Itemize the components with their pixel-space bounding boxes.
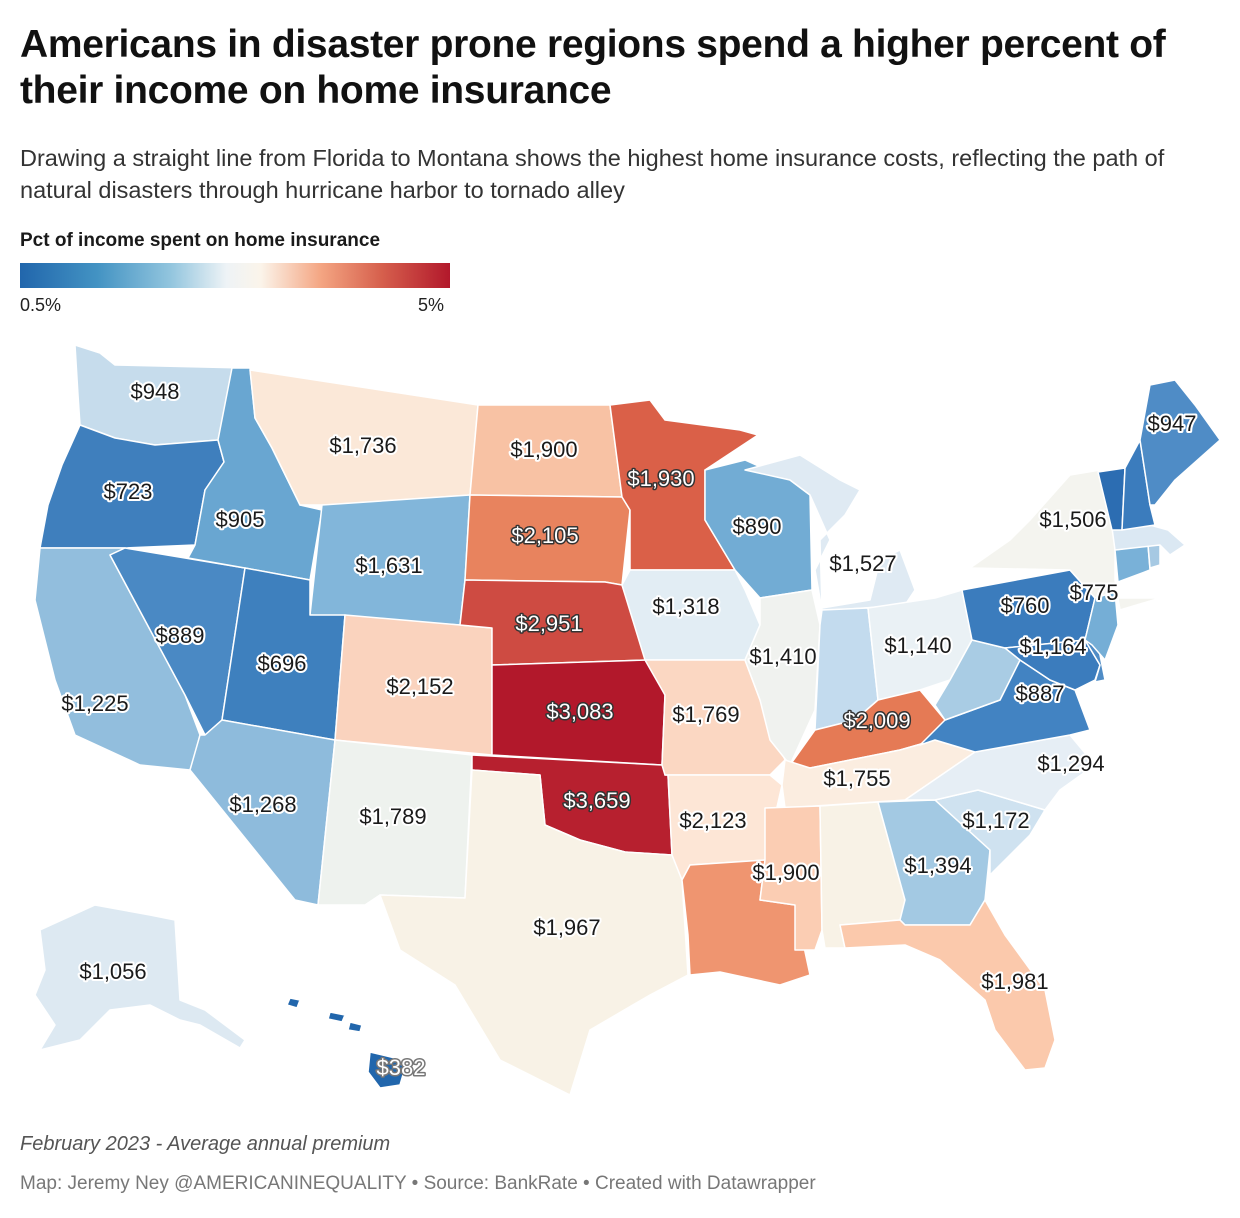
state-label-mt: $1,736: [329, 433, 396, 458]
state-mi[interactable]: [744, 454, 916, 611]
state-label-md: $1,164: [1019, 634, 1086, 659]
state-label-hi: $382: [377, 1055, 426, 1080]
state-label-sc: $1,172: [962, 808, 1029, 833]
state-label-wy: $1,631: [355, 553, 422, 578]
state-label-nc: $1,294: [1037, 751, 1104, 776]
state-label-tx: $1,967: [533, 915, 600, 940]
state-label-co: $2,152: [386, 674, 453, 699]
state-label-wi: $890: [733, 514, 782, 539]
legend-max-label: 5%: [418, 295, 445, 315]
state-label-wa: $948: [131, 379, 180, 404]
state-fl[interactable]: [839, 899, 1056, 1071]
legend-color-scale: [20, 263, 450, 288]
state-label-la: $1,900: [752, 860, 819, 885]
state-label-ky: $2,009: [843, 708, 910, 733]
state-label-fl: $1,981: [981, 969, 1048, 994]
state-label-ms: $1,900: [752, 860, 819, 885]
state-label-ga: $1,394: [904, 853, 971, 878]
state-me[interactable]: [1139, 379, 1221, 506]
state-label-nv: $889: [156, 623, 205, 648]
state-label-az: $1,268: [229, 792, 296, 817]
state-ri[interactable]: [1147, 544, 1161, 569]
state-ak[interactable]: [34, 904, 246, 1051]
state-label-id: $905: [216, 507, 265, 532]
state-nh[interactable]: [1121, 439, 1156, 531]
state-label-or: $723: [104, 479, 153, 504]
us-choropleth-map: $948 $723 $1,225 $889 $905 $1,736 $1,631 $696 $1…: [34, 344, 1221, 1096]
state-label-nj: $775: [1070, 580, 1119, 605]
state-il[interactable]: [744, 589, 821, 766]
state-tx[interactable]: [379, 769, 689, 1096]
state-label-il: $1,410: [749, 644, 816, 669]
state-ny[interactable]: [969, 469, 1161, 611]
chart-subtitle: Drawing a straight line from Florida to …: [20, 145, 1165, 203]
state-label-nm: $1,789: [359, 804, 426, 829]
footer-notes: February 2023 - Average annual premium: [20, 1133, 391, 1155]
state-ct[interactable]: [1114, 544, 1151, 583]
state-label-ut: $696: [258, 651, 307, 676]
state-label-oh: $1,140: [884, 633, 951, 658]
state-label-mn: $1,930: [627, 466, 694, 491]
state-nj[interactable]: [1084, 591, 1119, 661]
state-label-sd: $2,105: [511, 523, 578, 548]
state-hi[interactable]: [286, 997, 406, 1089]
legend-title: Pct of income spent on home insurance: [20, 230, 381, 251]
state-label-va: $887: [1016, 681, 1065, 706]
legend-min-label: 0.5%: [20, 295, 62, 315]
state-label-tn: $1,755: [823, 766, 890, 791]
state-label-ok: $3,659: [563, 788, 630, 813]
state-label-ia: $1,318: [652, 594, 719, 619]
state-label-ne: $2,951: [515, 611, 582, 636]
state-la[interactable]: [681, 859, 811, 986]
state-label-nd: $1,900: [510, 437, 577, 462]
state-label-ny: $1,506: [1039, 507, 1106, 532]
state-label-ar: $2,123: [679, 808, 746, 833]
state-label-mo: $1,769: [672, 702, 739, 727]
chart-title: Americans in disaster prone regions spen…: [20, 23, 1166, 112]
state-label-ak: $1,056: [79, 959, 146, 984]
state-label-ks: $3,083: [546, 699, 613, 724]
state-label-me: $947: [1148, 411, 1197, 436]
state-label-pa: $760: [1001, 593, 1050, 618]
state-label-mi: $1,527: [829, 551, 896, 576]
footer-byline: Map: Jeremy Ney @AMERICANINEQUALITY • So…: [20, 1173, 816, 1194]
state-label-ca: $1,225: [61, 691, 128, 716]
